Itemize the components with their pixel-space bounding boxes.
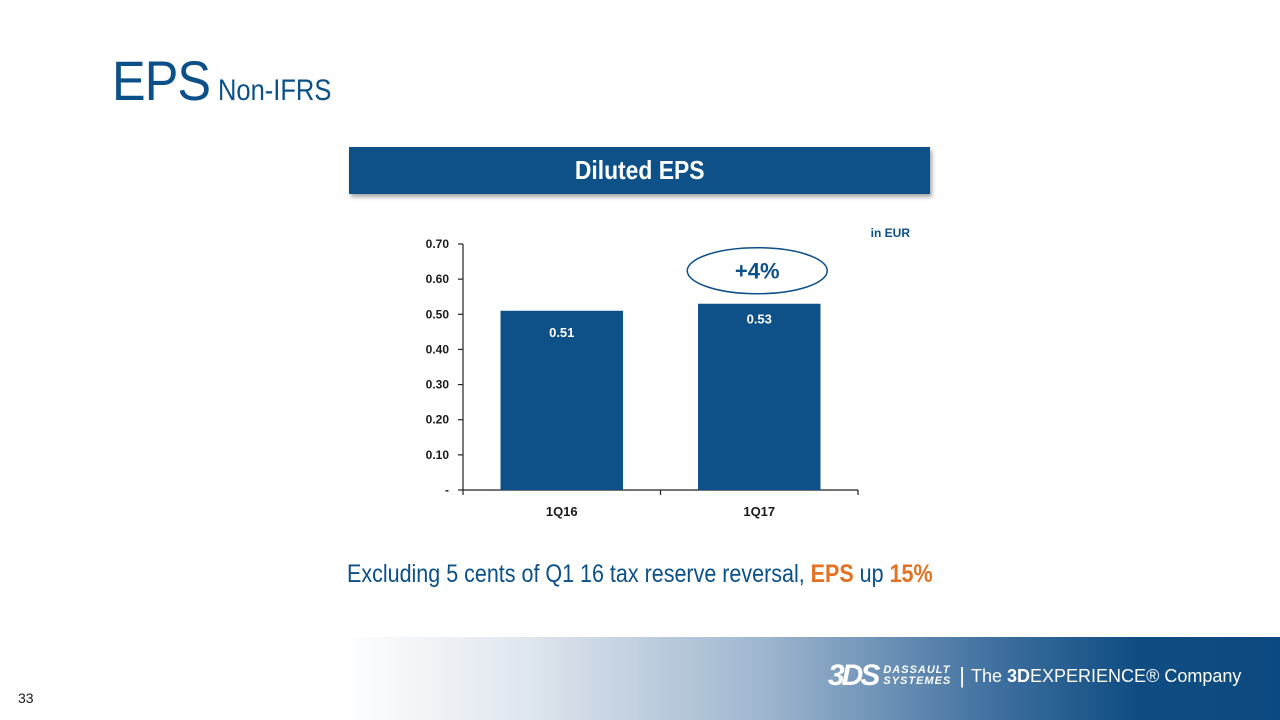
- banner-label: Diluted EPS: [574, 155, 705, 185]
- brand-line-2: SYSTEMES: [883, 675, 952, 687]
- y-tick-label: 0.50: [426, 307, 450, 321]
- eps-bar-chart: - 0.10 0.20 0.30 0.40 0.50 0.60 0.70 0.51 1Q16 0.5…: [426, 226, 911, 519]
- unit-label: in EUR: [871, 226, 911, 240]
- y-tick-label: 0.10: [426, 448, 450, 462]
- company-logo: 3DS DASSAULT SYSTEMES | The 3DEXPERIENCE…: [828, 659, 1241, 692]
- growth-annotation-ellipse: [686, 246, 828, 295]
- ds-logo-icon: 3DS: [828, 659, 880, 692]
- x-tick-label: 1Q17: [743, 504, 775, 519]
- y-tick-label: -: [445, 483, 449, 497]
- footer-band: [340, 637, 1280, 720]
- y-tick-label: 0.40: [426, 342, 450, 356]
- page-number: 33: [18, 690, 34, 706]
- y-tick-label: 0.20: [426, 413, 450, 427]
- brand-line-1: DASSAULT: [883, 664, 951, 676]
- tagline-post: EXPERIENCE® Company: [1030, 665, 1242, 686]
- brand-name: DASSAULT SYSTEMES: [883, 665, 951, 687]
- bar: [698, 303, 821, 490]
- growth-annotation-label: +4%: [735, 259, 780, 284]
- footnote-accent-eps: EPS: [810, 560, 854, 588]
- tagline: The 3DEXPERIENCE® Company: [971, 666, 1241, 687]
- bar-value-label: 0.51: [549, 325, 574, 340]
- footnote: Excluding 5 cents of Q1 16 tax reserve r…: [347, 560, 933, 589]
- chart-banner: Diluted EPS: [349, 147, 930, 194]
- title-sub: Non-IFRS: [218, 74, 332, 107]
- tagline-bold: 3D: [1007, 665, 1031, 686]
- x-tick-label: 1Q16: [546, 504, 578, 519]
- y-tick-label: 0.60: [426, 272, 450, 286]
- y-tick-label: 0.70: [426, 237, 450, 251]
- title-main: EPS: [112, 49, 211, 112]
- footnote-middle: up: [853, 560, 890, 588]
- bar: [500, 310, 623, 490]
- page-title: EPS Non-IFRS: [112, 48, 331, 113]
- footnote-accent-percent: 15%: [889, 560, 933, 588]
- logo-separator: |: [959, 663, 965, 688]
- footnote-prefix: Excluding 5 cents of Q1 16 tax reserve r…: [347, 560, 811, 588]
- tagline-pre: The: [970, 665, 1008, 686]
- y-tick-label: 0.30: [426, 378, 450, 392]
- bar-value-label: 0.53: [747, 312, 772, 327]
